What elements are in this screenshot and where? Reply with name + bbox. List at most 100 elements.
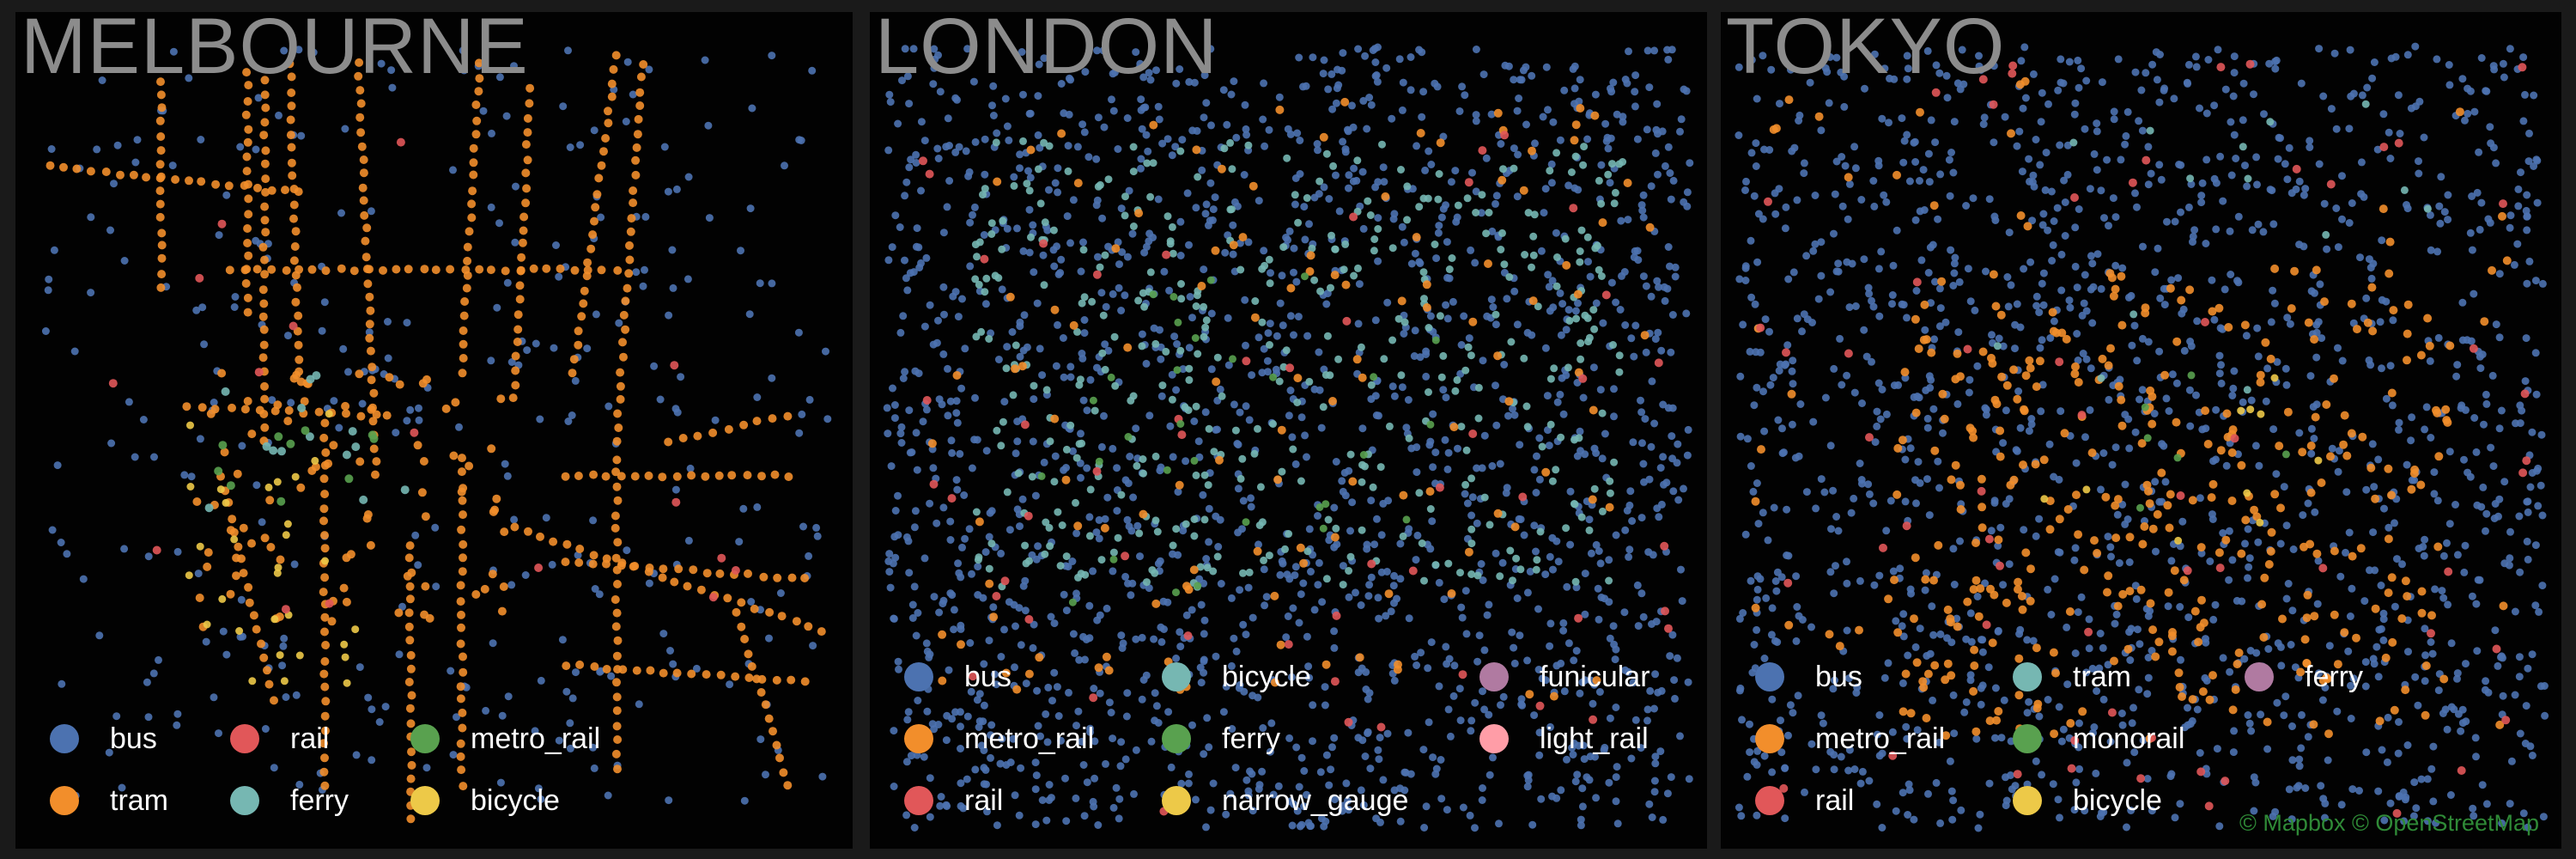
stop-dot (1935, 322, 1944, 331)
stop-dot (2204, 56, 2213, 64)
stop-dot (264, 483, 273, 491)
stop-dot (1035, 60, 1043, 69)
stop-dot (2085, 615, 2093, 624)
stop-dot (1660, 541, 1669, 551)
stop-dot (798, 410, 806, 418)
stop-dot (1197, 679, 1206, 687)
stop-dot (1406, 86, 1415, 94)
stop-dot (1260, 79, 1268, 88)
stop-dot (908, 614, 917, 622)
stop-dot (2063, 623, 2071, 631)
stop-dot (1255, 333, 1263, 342)
stop-dot (1547, 179, 1556, 187)
stop-dot (693, 431, 702, 441)
stop-dot (1354, 320, 1363, 328)
stop-dot (1516, 441, 1524, 449)
map-panel-melbourne[interactable]: MELBOURNE bus tram rail ferry metro_rail… (15, 12, 853, 849)
stop-dot (2314, 557, 2323, 565)
stop-dot (2005, 228, 2014, 237)
stop-dot (1054, 270, 1063, 278)
map-panel-tokyo[interactable]: TOKYO bus metro_rail rail tram monorail … (1721, 12, 2561, 849)
stop-dot (2355, 787, 2363, 795)
stop-dot (1892, 807, 1900, 815)
stop-dot (2026, 564, 2035, 574)
stop-dot (289, 256, 299, 265)
stop-dot (1619, 118, 1627, 126)
stop-dot (1595, 688, 1604, 696)
city-title: MELBOURNE (21, 12, 529, 90)
stop-dot (1645, 800, 1654, 808)
stop-dot (950, 625, 958, 634)
stop-dot (1151, 339, 1160, 348)
stop-dot (1113, 507, 1121, 515)
stop-dot (2379, 609, 2388, 618)
stop-dot (897, 423, 906, 431)
stop-dot (1388, 336, 1397, 344)
stop-dot (1552, 466, 1560, 474)
stop-dot (2443, 725, 2451, 734)
stop-dot (1741, 530, 1750, 539)
stop-dot (2080, 565, 2089, 575)
stop-dot (361, 236, 370, 246)
stop-dot (1154, 102, 1163, 111)
stop-dot (2524, 508, 2532, 516)
stop-dot (1535, 434, 1544, 442)
stop-dot (1332, 458, 1340, 466)
stop-dot (1613, 819, 1622, 828)
stop-dot (2320, 199, 2329, 208)
stop-dot (1590, 111, 1600, 120)
stop-dot (2319, 92, 2328, 101)
stop-dot (2430, 468, 2439, 477)
stop-dot (1923, 423, 1932, 432)
stop-dot (458, 454, 466, 463)
stop-dot (1802, 252, 1811, 260)
stop-dot (1590, 484, 1599, 493)
stop-dot (2056, 141, 2064, 149)
stop-dot (2495, 333, 2504, 342)
stop-dot (1589, 405, 1598, 415)
stop-dot (1332, 524, 1340, 533)
stop-dot (1206, 45, 1215, 53)
stop-dot (2282, 381, 2291, 389)
stop-dot (612, 436, 622, 446)
stop-dot (1306, 251, 1315, 260)
stop-dot (290, 560, 299, 569)
stop-dot (2346, 46, 2354, 54)
map-panel-london[interactable]: LONDON bus metro_rail rail bicycle ferry… (870, 12, 1707, 849)
stop-dot (991, 670, 999, 679)
stop-dot (613, 409, 623, 418)
stop-dot (2152, 547, 2160, 556)
stop-dot (1110, 332, 1119, 341)
stop-dot (956, 708, 964, 716)
stop-dot (574, 551, 582, 559)
stop-dot (1231, 426, 1240, 435)
stop-dot (1367, 381, 1376, 389)
stop-dot (1773, 568, 1782, 576)
stop-dot (1191, 334, 1200, 342)
stop-dot (1374, 178, 1382, 186)
stop-dot (2477, 198, 2486, 207)
stop-dot (973, 696, 981, 704)
stop-dot (2106, 543, 2115, 551)
stop-dot (1339, 49, 1347, 58)
stop-dot (2131, 189, 2139, 198)
stop-dot (1637, 408, 1646, 417)
stop-dot (1919, 166, 1928, 174)
stop-dot (570, 265, 580, 275)
stop-dot (1741, 264, 1750, 272)
stop-dot (602, 665, 611, 673)
stop-dot (580, 286, 589, 295)
stop-dot (1853, 683, 1862, 691)
stop-dot (591, 585, 599, 593)
stop-dot (711, 416, 720, 424)
stop-dot (2021, 371, 2031, 381)
stop-dot (1465, 334, 1473, 343)
stop-dot (1348, 101, 1356, 110)
stop-dot (1023, 180, 1031, 188)
stop-dot (2023, 636, 2032, 644)
stop-dot (1802, 488, 1811, 497)
stop-dot (1477, 560, 1485, 568)
stop-dot (1163, 135, 1172, 143)
stop-dot (2014, 654, 2024, 663)
stop-dot (1378, 140, 1386, 149)
